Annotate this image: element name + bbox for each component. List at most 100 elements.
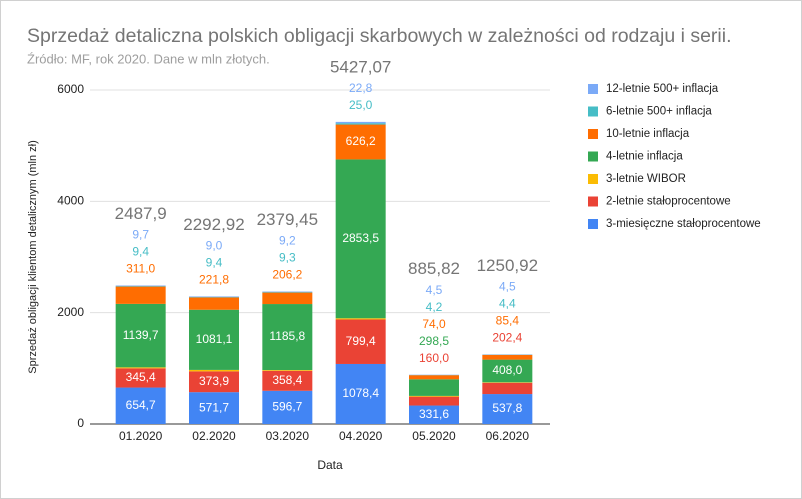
data-label: 537,8 [492,401,522,415]
total-label: 2292,92 [183,215,244,234]
data-label: 4,5 [426,283,443,297]
data-label: 206,2 [272,268,302,282]
data-label: 9,4 [206,256,223,270]
data-label: 311,0 [126,262,155,276]
data-label: 25,0 [349,98,373,112]
data-label: 9,2 [279,234,296,248]
bar-segment [115,387,166,424]
data-label: 2853,5 [342,231,379,245]
legend-label: 2-letnie stałoprocentowe [606,196,731,208]
data-label: 1081,1 [196,332,233,346]
x-axis-title: Data [317,458,343,472]
data-label: 22,8 [349,81,373,95]
bar-segment [189,371,239,393]
data-label: 571,7 [199,400,229,414]
bar-segment [189,309,239,370]
data-label: 9,0 [206,239,223,253]
bar-segment [409,405,459,424]
legend-swatch [588,196,598,207]
legend-swatch [588,84,598,94]
legend-swatch [588,151,598,162]
x-tick-label: 04.2020 [339,429,383,443]
data-label: 345,4 [126,370,156,384]
data-label: 596,7 [272,400,302,414]
bar-segment [409,379,459,396]
data-label: 1078,4 [342,386,379,400]
bar-segment [115,303,166,368]
x-tick-label: 05.2020 [412,429,456,443]
total-label: 1250,92 [477,256,538,275]
legend-label: 12-letnie 500+ inflacja [606,83,719,95]
data-label: 9,4 [132,245,149,259]
bar-segment [262,292,313,293]
chart-title: Sprzedaż detaliczna polskich obligacji s… [27,25,732,47]
bar-segment [482,359,533,383]
data-label: 408,0 [492,363,522,377]
legend-label: 6-letnie 500+ inflacja [606,106,712,118]
bar-segment [335,124,386,160]
chart-subtitle: Źródło: MF, rok 2020. Dane w mln złotych… [27,51,270,66]
legend-swatch [588,129,598,139]
data-label: 9,7 [132,228,149,242]
legend-label: 3-letnie WIBOR [606,173,686,185]
data-label: 221,8 [199,273,229,287]
y-tick-label: 6000 [57,82,84,96]
data-label: 85,4 [496,314,520,328]
legend-label: 3-miesięczne stałoprocentowe [606,218,761,230]
legend-swatch [588,219,598,229]
x-tick-label: 02.2020 [192,429,236,443]
bar-segment [482,382,533,395]
bar-segment [482,394,533,424]
data-label: 4,4 [499,297,516,311]
data-label: 1185,8 [269,329,305,343]
data-label: 358,4 [272,373,302,387]
data-label: 799,4 [346,334,376,348]
data-label: 160,0 [419,351,449,365]
total-label: 2487,9 [115,204,167,223]
y-tick-label: 2000 [57,305,84,319]
bar-segment [409,396,459,406]
data-label: 4,2 [426,300,443,314]
data-label: 74,0 [422,317,446,331]
data-label: 373,9 [199,374,229,388]
legend-swatch [588,174,598,184]
data-label: 202,4 [492,331,522,345]
bar-segment [189,369,239,372]
bar-segment [482,354,533,360]
data-label: 654,7 [126,398,156,412]
legend-label: 10-letnie inflacja [606,128,690,140]
bar-segment [115,286,166,304]
x-tick-label: 03.2020 [266,429,310,443]
x-tick-label: 01.2020 [119,429,163,443]
data-label: 9,3 [279,251,296,265]
data-label: 4,5 [499,280,516,294]
bar-segment [409,395,459,397]
bar-segment [189,296,239,298]
legend-label: 4-letnie inflacja [606,151,683,163]
y-tick-label: 4000 [57,194,84,208]
bar-segment [335,123,386,125]
bar-segment [115,285,166,287]
data-label: 331,6 [419,407,449,421]
bar-segment [262,292,313,305]
bar-segment [189,296,239,297]
bar-segment [335,319,386,364]
bar-segment [335,318,386,320]
bar-segment [262,370,313,391]
bar-segment [262,291,313,293]
bar-segment [335,363,386,424]
bar-segment [115,286,166,287]
bar-segment [262,304,313,371]
legend-swatch [588,106,598,117]
y-tick-label: 0 [77,416,84,430]
total-label: 885,82 [408,259,460,278]
bar-segment [335,159,386,319]
data-label: 298,5 [419,334,449,348]
bar-segment [189,392,239,424]
bar-segment [115,368,166,388]
total-label: 2379,45 [257,210,318,229]
bar-segment [189,297,239,310]
data-label: 1139,7 [123,328,159,342]
